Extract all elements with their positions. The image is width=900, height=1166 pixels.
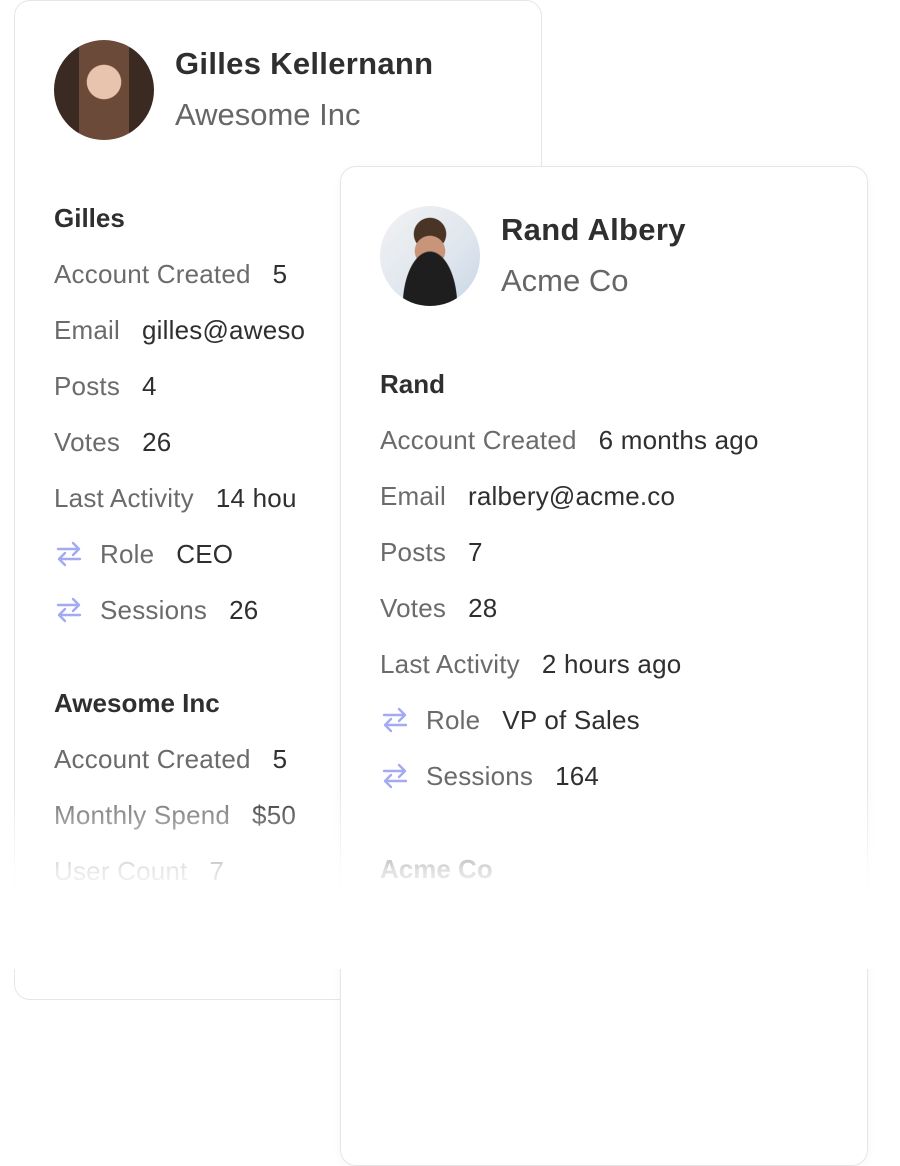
row-label: Account Created xyxy=(54,744,251,774)
row-value: 26 xyxy=(229,595,259,625)
row-sessions: Sessions 164 xyxy=(380,748,867,804)
user-name: Rand Albery xyxy=(501,212,686,247)
row-label: Sessions xyxy=(100,595,208,625)
row-account-created: Account Created 5 xyxy=(54,246,541,302)
row-label: Last Activity xyxy=(54,483,194,513)
row-value: 2 hours ago xyxy=(541,649,682,679)
row-last-activity: Last Activity 2 hours ago xyxy=(380,636,867,692)
row-email: Email ralbery@acme.co xyxy=(380,468,867,524)
row-value: 7 xyxy=(209,856,225,886)
avatar xyxy=(54,40,154,140)
row-label: User Count xyxy=(54,856,188,886)
row-label: Role xyxy=(426,705,481,735)
row-value: 164 xyxy=(555,761,600,791)
sync-arrows-icon xyxy=(54,595,84,625)
row-value: $50 xyxy=(252,800,297,830)
row-email: Email gilles@aweso xyxy=(54,302,541,358)
user-card-rand: Rand Albery Acme Co Rand Account Created… xyxy=(340,166,868,1166)
row-label: Email xyxy=(54,315,121,345)
row-label: Sessions xyxy=(426,761,534,791)
row-value: gilles@aweso xyxy=(142,315,306,345)
card-header: Rand Albery Acme Co xyxy=(380,206,867,306)
row-value: 26 xyxy=(142,427,172,457)
row-company-account-created: Account Created 5 xyxy=(54,731,541,787)
row-label: Monthly Spend xyxy=(54,800,231,830)
company-name: Acme Co xyxy=(501,263,629,298)
row-label: Account Created xyxy=(54,259,251,289)
row-value: 7 xyxy=(468,537,483,567)
section-title: Gilles xyxy=(54,203,125,233)
company-name: Awesome Inc xyxy=(175,97,361,132)
row-value: 14 hou xyxy=(215,483,297,513)
row-label: Email xyxy=(380,481,447,511)
row-votes: Votes 28 xyxy=(380,580,867,636)
row-votes: Votes 26 xyxy=(54,414,541,470)
row-value: VP of Sales xyxy=(502,705,640,735)
row-label: Role xyxy=(100,539,155,569)
row-value: CEO xyxy=(176,539,234,569)
row-posts: Posts 4 xyxy=(54,358,541,414)
row-account-created: Account Created 6 months ago xyxy=(380,412,867,468)
row-value: 6 months ago xyxy=(598,425,759,455)
row-value: 5 xyxy=(272,259,288,289)
row-label: Votes xyxy=(54,427,121,457)
row-label: Votes xyxy=(380,593,447,623)
company-section-title: Acme Co xyxy=(380,854,493,884)
row-value: 4 xyxy=(142,371,157,401)
sync-arrows-icon xyxy=(380,761,410,791)
row-label: Posts xyxy=(54,371,121,401)
avatar xyxy=(380,206,480,306)
row-value: ralbery@acme.co xyxy=(468,481,676,511)
row-label: Last Activity xyxy=(380,649,520,679)
row-value: 28 xyxy=(468,593,498,623)
row-label: Account Created xyxy=(380,425,577,455)
row-value: 5 xyxy=(272,744,288,774)
section-title: Rand xyxy=(380,369,445,399)
row-role: Role VP of Sales xyxy=(380,692,867,748)
card-header: Gilles Kellernann Awesome Inc xyxy=(54,40,541,140)
sync-arrows-icon xyxy=(380,705,410,735)
row-label: Posts xyxy=(380,537,447,567)
company-section-title: Awesome Inc xyxy=(54,688,220,718)
sync-arrows-icon xyxy=(54,539,84,569)
row-sessions: Sessions 26 xyxy=(54,582,541,638)
user-name: Gilles Kellernann xyxy=(175,46,434,81)
row-role: Role CEO xyxy=(54,526,541,582)
row-posts: Posts 7 xyxy=(380,524,867,580)
row-last-activity: Last Activity 14 hou xyxy=(54,470,541,526)
